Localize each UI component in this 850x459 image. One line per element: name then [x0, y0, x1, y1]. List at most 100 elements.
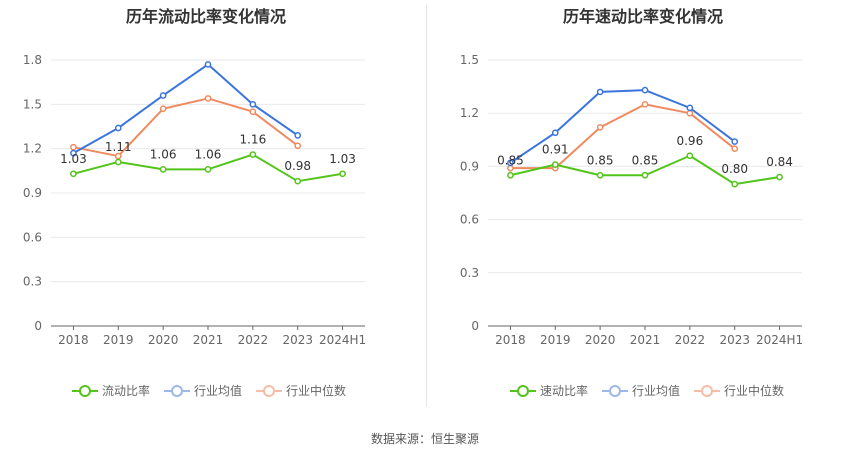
data-point	[114, 158, 122, 166]
data-point	[294, 132, 302, 139]
data-point	[70, 143, 77, 151]
data-label: 0.85	[632, 153, 659, 167]
right-legend: 速动比率 行业均值 行业中位数	[510, 382, 798, 399]
data-point	[249, 100, 257, 108]
data-label: 0.84	[766, 155, 793, 169]
x-tick-label: 2019	[103, 333, 134, 347]
legend-label: 行业均值	[632, 384, 681, 398]
legend-label: 流动比率	[102, 384, 151, 398]
y-tick-label: 0.9	[460, 159, 479, 173]
data-label: 0.98	[284, 159, 311, 173]
left-chart-title: 历年流动比率变化情况	[125, 7, 286, 26]
data-point	[686, 104, 694, 112]
x-tick-label: 2022	[675, 333, 706, 347]
series-line-1	[509, 89, 736, 164]
left-legend: 流动比率 行业均值 行业中位数	[72, 382, 360, 399]
data-label: 1.03	[60, 152, 87, 166]
series-line-2	[510, 103, 736, 170]
legend-item-current-ratio[interactable]: 流动比率	[72, 382, 150, 399]
y-tick-label: 1.5	[460, 53, 479, 67]
data-point	[731, 180, 739, 188]
data-point	[596, 171, 604, 179]
data-label: 1.16	[239, 133, 266, 147]
y-tick-label: 1.5	[23, 97, 42, 111]
y-tick-label: 0.3	[460, 266, 479, 280]
data-label: 0.96	[676, 134, 703, 148]
legend-line-icon	[602, 384, 629, 397]
data-point	[641, 86, 649, 94]
x-tick-label: 2022	[238, 333, 269, 347]
data-source: 数据来源：恒生聚源	[370, 432, 479, 446]
x-tick-label: 2020	[585, 333, 616, 347]
data-point	[70, 170, 77, 178]
data-point	[686, 152, 694, 160]
legend-line-icon	[164, 384, 191, 397]
data-label: 1.06	[150, 147, 177, 161]
data-label: 1.06	[195, 147, 222, 161]
data-point	[641, 171, 649, 179]
data-point	[507, 159, 514, 167]
legend-label: 行业中位数	[724, 384, 785, 398]
x-tick-label: 2021	[193, 333, 224, 347]
x-tick-label: 2018	[58, 333, 89, 347]
current-ratio-chart: 0 0.3 0.6 0.9 1.2 1.5 1.8 2018 2019 2020 2021 2022 2…	[23, 53, 366, 347]
legend-line-icon	[510, 384, 536, 397]
data-point	[114, 124, 122, 132]
data-point	[249, 151, 257, 158]
y-tick-label: 1.8	[23, 53, 42, 67]
x-tick-label: 2019	[540, 333, 571, 347]
data-point	[551, 161, 559, 168]
data-label: 1.03	[329, 152, 356, 166]
data-point	[294, 142, 302, 150]
y-tick-label: 1.2	[460, 106, 479, 120]
data-label: 0.85	[497, 153, 524, 167]
data-point	[204, 95, 212, 102]
data-point	[249, 108, 257, 116]
y-tick-label: 0	[34, 319, 42, 333]
x-tick-label: 2018	[495, 333, 526, 347]
x-tick-label: 2020	[148, 333, 179, 347]
legend-label: 行业均值	[194, 384, 243, 398]
data-point	[70, 149, 77, 157]
legend-item-industry-median[interactable]: 行业中位数	[694, 382, 784, 399]
x-tick-label: 2024H1	[319, 333, 366, 347]
legend-item-industry-median[interactable]: 行业中位数	[256, 382, 346, 399]
data-point	[159, 92, 167, 99]
data-point	[776, 173, 783, 181]
data-point	[159, 166, 167, 173]
x-tick-label: 2023	[719, 333, 750, 347]
data-point	[686, 109, 694, 117]
data-label: 1.11	[105, 140, 132, 154]
y-tick-label: 0	[471, 319, 479, 333]
data-point	[731, 145, 739, 153]
x-tick-label: 2021	[630, 333, 661, 347]
data-point	[339, 170, 346, 178]
x-tick-label: 2023	[282, 333, 313, 347]
legend-item-industry-average[interactable]: 行业均值	[602, 382, 680, 399]
data-point	[204, 61, 212, 68]
quick-ratio-chart: 0 0.3 0.6 0.9 1.2 1.5 2018 2019 2020 2021 2022 2023…	[460, 53, 803, 347]
legend-line-icon	[694, 384, 721, 397]
legend-label: 行业中位数	[286, 384, 347, 398]
y-tick-label: 0.3	[23, 275, 42, 289]
y-tick-label: 0.9	[23, 186, 42, 200]
data-point	[641, 100, 649, 108]
x-tick-label: 2024H1	[756, 333, 803, 347]
panel-divider	[426, 5, 427, 407]
data-point	[159, 105, 167, 113]
data-point	[596, 124, 604, 131]
legend-item-industry-average[interactable]: 行业均值	[164, 382, 242, 399]
data-point	[731, 138, 739, 145]
series-line-2	[73, 97, 299, 158]
data-label: 0.91	[542, 143, 569, 157]
y-tick-label: 0.6	[460, 213, 479, 227]
series-line-1	[72, 63, 299, 154]
data-label: 0.80	[721, 162, 748, 176]
y-tick-label: 1.2	[23, 142, 42, 156]
data-point	[507, 171, 514, 179]
legend-line-icon	[256, 384, 283, 397]
y-tick-label: 0.6	[23, 230, 42, 244]
legend-item-quick-ratio[interactable]: 速动比率	[510, 382, 588, 399]
right-chart-title: 历年速动比率变化情况	[562, 7, 723, 26]
